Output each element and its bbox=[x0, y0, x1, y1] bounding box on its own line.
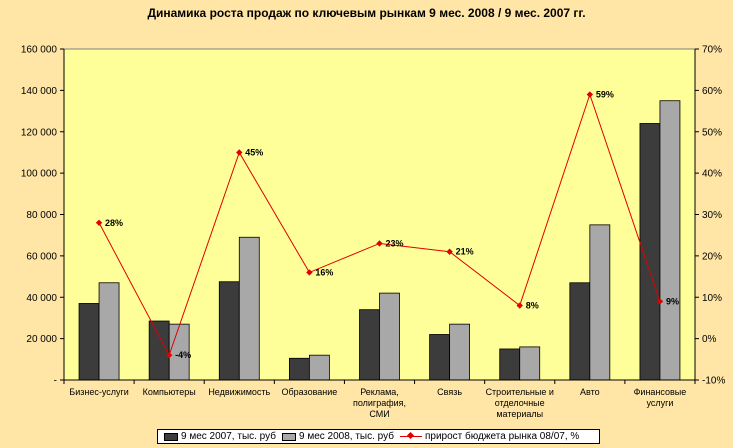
y-left-tick-label: - bbox=[54, 376, 57, 387]
growth-point bbox=[376, 240, 383, 247]
x-tick-label: Строительные и отделочные материалы bbox=[486, 387, 554, 419]
y-right-tick-label: 0% bbox=[702, 334, 717, 345]
bar-2008 bbox=[98, 282, 120, 381]
bar-2007 bbox=[288, 357, 310, 381]
growth-data-label: 9% bbox=[666, 296, 679, 306]
x-tick-label: Недвижимость bbox=[208, 387, 270, 397]
y-left-tick-label: 40 000 bbox=[26, 293, 57, 304]
x-tick-label-line: СМИ bbox=[369, 409, 389, 419]
growth-data-label: -4% bbox=[175, 350, 191, 360]
bar-2008 bbox=[449, 323, 471, 381]
y-right-tick-label: 20% bbox=[702, 251, 722, 262]
y-right-tick-label: 40% bbox=[702, 169, 722, 180]
x-tick-label-line: Компьютеры bbox=[143, 387, 196, 397]
growth-data-label: 23% bbox=[386, 238, 404, 248]
x-tick-label-line: Строительные и bbox=[486, 387, 554, 397]
y-right-tick-label: 30% bbox=[702, 210, 722, 221]
legend-label-growth: прирост бюджета рынка 08/07, % bbox=[424, 431, 580, 442]
y-left-tick-label: 80 000 bbox=[26, 210, 57, 221]
x-tick-label-line: материалы bbox=[496, 409, 543, 419]
bar-2008 bbox=[308, 354, 330, 381]
growth-data-label: 59% bbox=[596, 90, 614, 100]
y-left-tick-label: 140 000 bbox=[21, 86, 58, 97]
bar-2008 bbox=[238, 236, 260, 381]
y-left-tick-label: 20 000 bbox=[26, 334, 57, 345]
y-left-tick-label: 120 000 bbox=[21, 127, 58, 138]
growth-point bbox=[236, 149, 243, 156]
growth-data-label: 16% bbox=[315, 267, 333, 277]
growth-point bbox=[516, 302, 523, 309]
x-tick-label-line: Недвижимость bbox=[208, 387, 270, 397]
x-tick-label-line: отделочные bbox=[495, 398, 545, 408]
growth-point bbox=[306, 269, 313, 276]
growth-point bbox=[95, 219, 103, 226]
x-tick-label: Реклама, полиграфия, СМИ bbox=[353, 387, 406, 419]
legend-label-2007: 9 мес 2007, тыс. руб bbox=[181, 431, 276, 442]
legend-label-2008: 9 мес 2008, тыс. руб bbox=[298, 431, 394, 442]
growth-point bbox=[656, 298, 664, 305]
growth-data-label: 8% bbox=[526, 301, 539, 311]
x-tick-label: Связь bbox=[437, 387, 462, 397]
bar-2008 bbox=[659, 100, 681, 381]
x-tick-label-line: Связь bbox=[437, 387, 462, 397]
growth-point bbox=[446, 248, 453, 255]
growth-data-label: 45% bbox=[245, 147, 263, 157]
chart-title: Динамика роста продаж по ключевым рынкам… bbox=[147, 6, 586, 20]
x-tick-label-line: Авто bbox=[580, 387, 600, 397]
bar-2008 bbox=[379, 292, 400, 381]
bar-2007 bbox=[499, 348, 521, 381]
y-right-tick-label: 50% bbox=[702, 127, 722, 138]
legend-item-2008: 9 мес 2008, тыс. руб bbox=[281, 431, 394, 442]
y-right-tick-label: 10% bbox=[702, 293, 722, 304]
legend-item-growth: прирост бюджета рынка 08/07, % bbox=[399, 431, 580, 442]
y-right-tick-label: 60% bbox=[702, 86, 722, 97]
x-tick-label: Финансовые услуги bbox=[634, 387, 687, 408]
x-tick-label-line: Финансовые bbox=[634, 387, 687, 397]
bar-2008 bbox=[589, 224, 611, 381]
x-tick-label-line: полиграфия, bbox=[353, 398, 406, 408]
y-left-tick-label: 160 000 bbox=[21, 45, 58, 56]
bar-2007 bbox=[78, 303, 100, 381]
legend-item-2007: 9 мес 2007, тыс. руб bbox=[164, 431, 276, 442]
x-tick-label-line: услуги bbox=[646, 398, 673, 408]
bar-2007 bbox=[218, 281, 240, 381]
bar-2007 bbox=[429, 334, 451, 381]
x-tick-label-line: Образование bbox=[281, 387, 337, 397]
x-tick-label: Авто bbox=[580, 387, 600, 397]
y-left-tick-label: 60 000 bbox=[26, 251, 57, 262]
legend-swatch-2007 bbox=[164, 432, 178, 441]
x-tick-label-line: Реклама, bbox=[360, 387, 399, 397]
y-right-tick-label: 70% bbox=[702, 45, 722, 56]
x-tick-label-line: Бизнес-услуги bbox=[69, 387, 129, 397]
legend: 9 мес 2007, тыс. руб 9 мес 2008, тыс. ру… bbox=[157, 429, 600, 444]
y-left-tick-label: 100 000 bbox=[21, 169, 58, 180]
bar-2007 bbox=[359, 309, 380, 381]
growth-data-label: 21% bbox=[456, 247, 474, 257]
growth-point bbox=[165, 351, 173, 359]
growth-point bbox=[586, 91, 594, 98]
x-tick-label: Бизнес-услуги bbox=[69, 387, 129, 397]
x-tick-label: Компьютеры bbox=[143, 387, 196, 397]
legend-swatch-2008 bbox=[281, 432, 296, 441]
growth-data-label: 28% bbox=[105, 218, 123, 228]
y-right-tick-label: -10% bbox=[702, 376, 725, 387]
x-tick-label: Образование bbox=[281, 387, 337, 397]
bar-2008 bbox=[519, 346, 541, 381]
bar-2007 bbox=[569, 282, 591, 381]
legend-line-growth bbox=[399, 432, 422, 441]
